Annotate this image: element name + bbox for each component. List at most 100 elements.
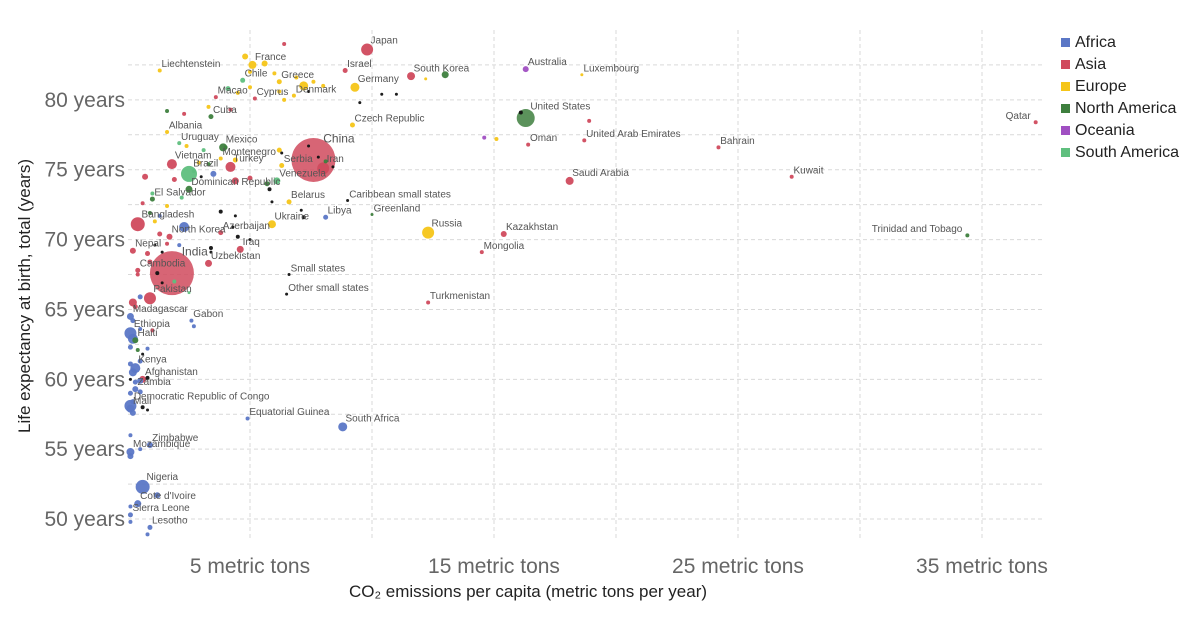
data-points xyxy=(124,41,1038,537)
legend[interactable]: Africa Asia Europe North America Oceania Sout… xyxy=(1061,34,1179,161)
point-bangladesh xyxy=(130,217,145,232)
point-cambodia xyxy=(135,267,141,273)
point-qatar xyxy=(1033,120,1038,125)
point-liechtenstein xyxy=(157,68,162,73)
point xyxy=(155,271,160,276)
legend-swatch xyxy=(1061,82,1070,91)
point xyxy=(137,389,143,395)
point xyxy=(127,361,133,367)
point xyxy=(394,92,398,96)
point xyxy=(299,208,303,212)
legend-item-asia[interactable]: Asia xyxy=(1061,56,1106,73)
legend-label: North America xyxy=(1075,100,1176,117)
point xyxy=(179,222,190,233)
point-label-azerbaijan: Azerbaijan xyxy=(223,221,270,232)
point-label-uruguay: Uruguay xyxy=(181,132,219,143)
point-cote-d-ivoire xyxy=(134,500,142,508)
point xyxy=(307,89,311,93)
point-label-zambia: Zambia xyxy=(138,377,172,388)
point-label-saudi-arabia: Saudi Arabia xyxy=(572,168,629,179)
point xyxy=(242,53,249,60)
point xyxy=(128,368,137,377)
x-tick-label: 5 metric tons xyxy=(190,555,310,578)
point xyxy=(206,104,211,109)
x-tick-label: 25 metric tons xyxy=(672,555,804,578)
point-label-cyprus: Cyprus xyxy=(257,87,289,98)
point xyxy=(380,92,384,96)
point-denmark xyxy=(291,93,296,98)
point-label-equatorial-guinea: Equatorial Guinea xyxy=(249,407,329,418)
point xyxy=(128,504,133,509)
point xyxy=(282,41,287,46)
point xyxy=(138,327,143,332)
legend-item-south-america[interactable]: South America xyxy=(1061,144,1179,161)
point xyxy=(248,85,252,90)
x-tick-label: 15 metric tons xyxy=(428,555,560,578)
point-label-cote-d-ivoire: Cote d'Ivoire xyxy=(140,491,196,502)
legend-item-oceania[interactable]: Oceania xyxy=(1061,122,1135,139)
point-kuwait xyxy=(789,174,794,179)
legend-item-europe[interactable]: Europe xyxy=(1061,78,1127,95)
point xyxy=(145,346,150,351)
point-sierra-leone xyxy=(127,512,133,518)
point xyxy=(165,109,170,114)
point xyxy=(482,135,487,140)
point xyxy=(138,447,143,452)
point-label-israel: Israel xyxy=(347,59,371,70)
point-macao xyxy=(213,95,218,100)
point-greenland xyxy=(370,212,374,216)
grid-lines xyxy=(128,30,1043,540)
legend-item-north-america[interactable]: North America xyxy=(1061,100,1176,117)
point-bahrain xyxy=(716,145,721,150)
point-label-russia: Russia xyxy=(432,218,463,229)
point-label-trinidad-and-tobago: Trinidad and Tobago xyxy=(872,224,963,235)
point-japan xyxy=(361,43,374,56)
point xyxy=(165,241,170,246)
point-label-turkmenistan: Turkmenistan xyxy=(430,291,490,302)
point-label-denmark: Denmark xyxy=(296,84,338,95)
point xyxy=(321,83,326,88)
point xyxy=(280,151,284,155)
point xyxy=(145,251,151,257)
point xyxy=(301,215,306,220)
point xyxy=(150,328,155,333)
point-libya xyxy=(323,214,329,220)
point-label-bangladesh: Bangladesh xyxy=(142,209,195,220)
point-iran xyxy=(317,162,330,175)
point-haiti xyxy=(132,337,139,344)
point xyxy=(231,177,239,185)
point-label-south-africa: South Africa xyxy=(346,414,400,425)
point-label-libya: Libya xyxy=(328,205,352,216)
point-label-gabon: Gabon xyxy=(193,309,223,320)
point xyxy=(248,238,252,242)
point xyxy=(153,243,157,247)
point-india xyxy=(149,251,194,296)
point xyxy=(128,519,133,524)
point xyxy=(141,352,145,356)
point xyxy=(172,279,177,284)
point-uruguay xyxy=(177,141,182,146)
legend-label: Europe xyxy=(1075,78,1127,95)
point xyxy=(146,408,150,412)
point-label-bahrain: Bahrain xyxy=(720,136,754,147)
point xyxy=(276,147,282,153)
point xyxy=(267,187,272,192)
y-tick-label: 65 years xyxy=(44,298,125,321)
point-turkey xyxy=(225,161,236,172)
legend-swatch xyxy=(1061,148,1070,157)
point-greece xyxy=(276,79,282,85)
point-label-kuwait: Kuwait xyxy=(793,165,823,176)
point-cuba xyxy=(208,114,214,120)
y-tick-label: 75 years xyxy=(44,159,125,182)
x-tick-label: 35 metric tons xyxy=(916,555,1048,578)
point-label-iran: Iran xyxy=(327,154,344,165)
point-france xyxy=(248,60,257,69)
point xyxy=(127,344,133,350)
point xyxy=(154,492,161,499)
point-kazakhstan xyxy=(500,231,507,237)
point xyxy=(199,175,203,179)
point-label-cambodia: Cambodia xyxy=(140,259,186,270)
point-label-brazil: Brazil xyxy=(193,158,218,169)
legend-item-africa[interactable]: Africa xyxy=(1061,34,1116,51)
